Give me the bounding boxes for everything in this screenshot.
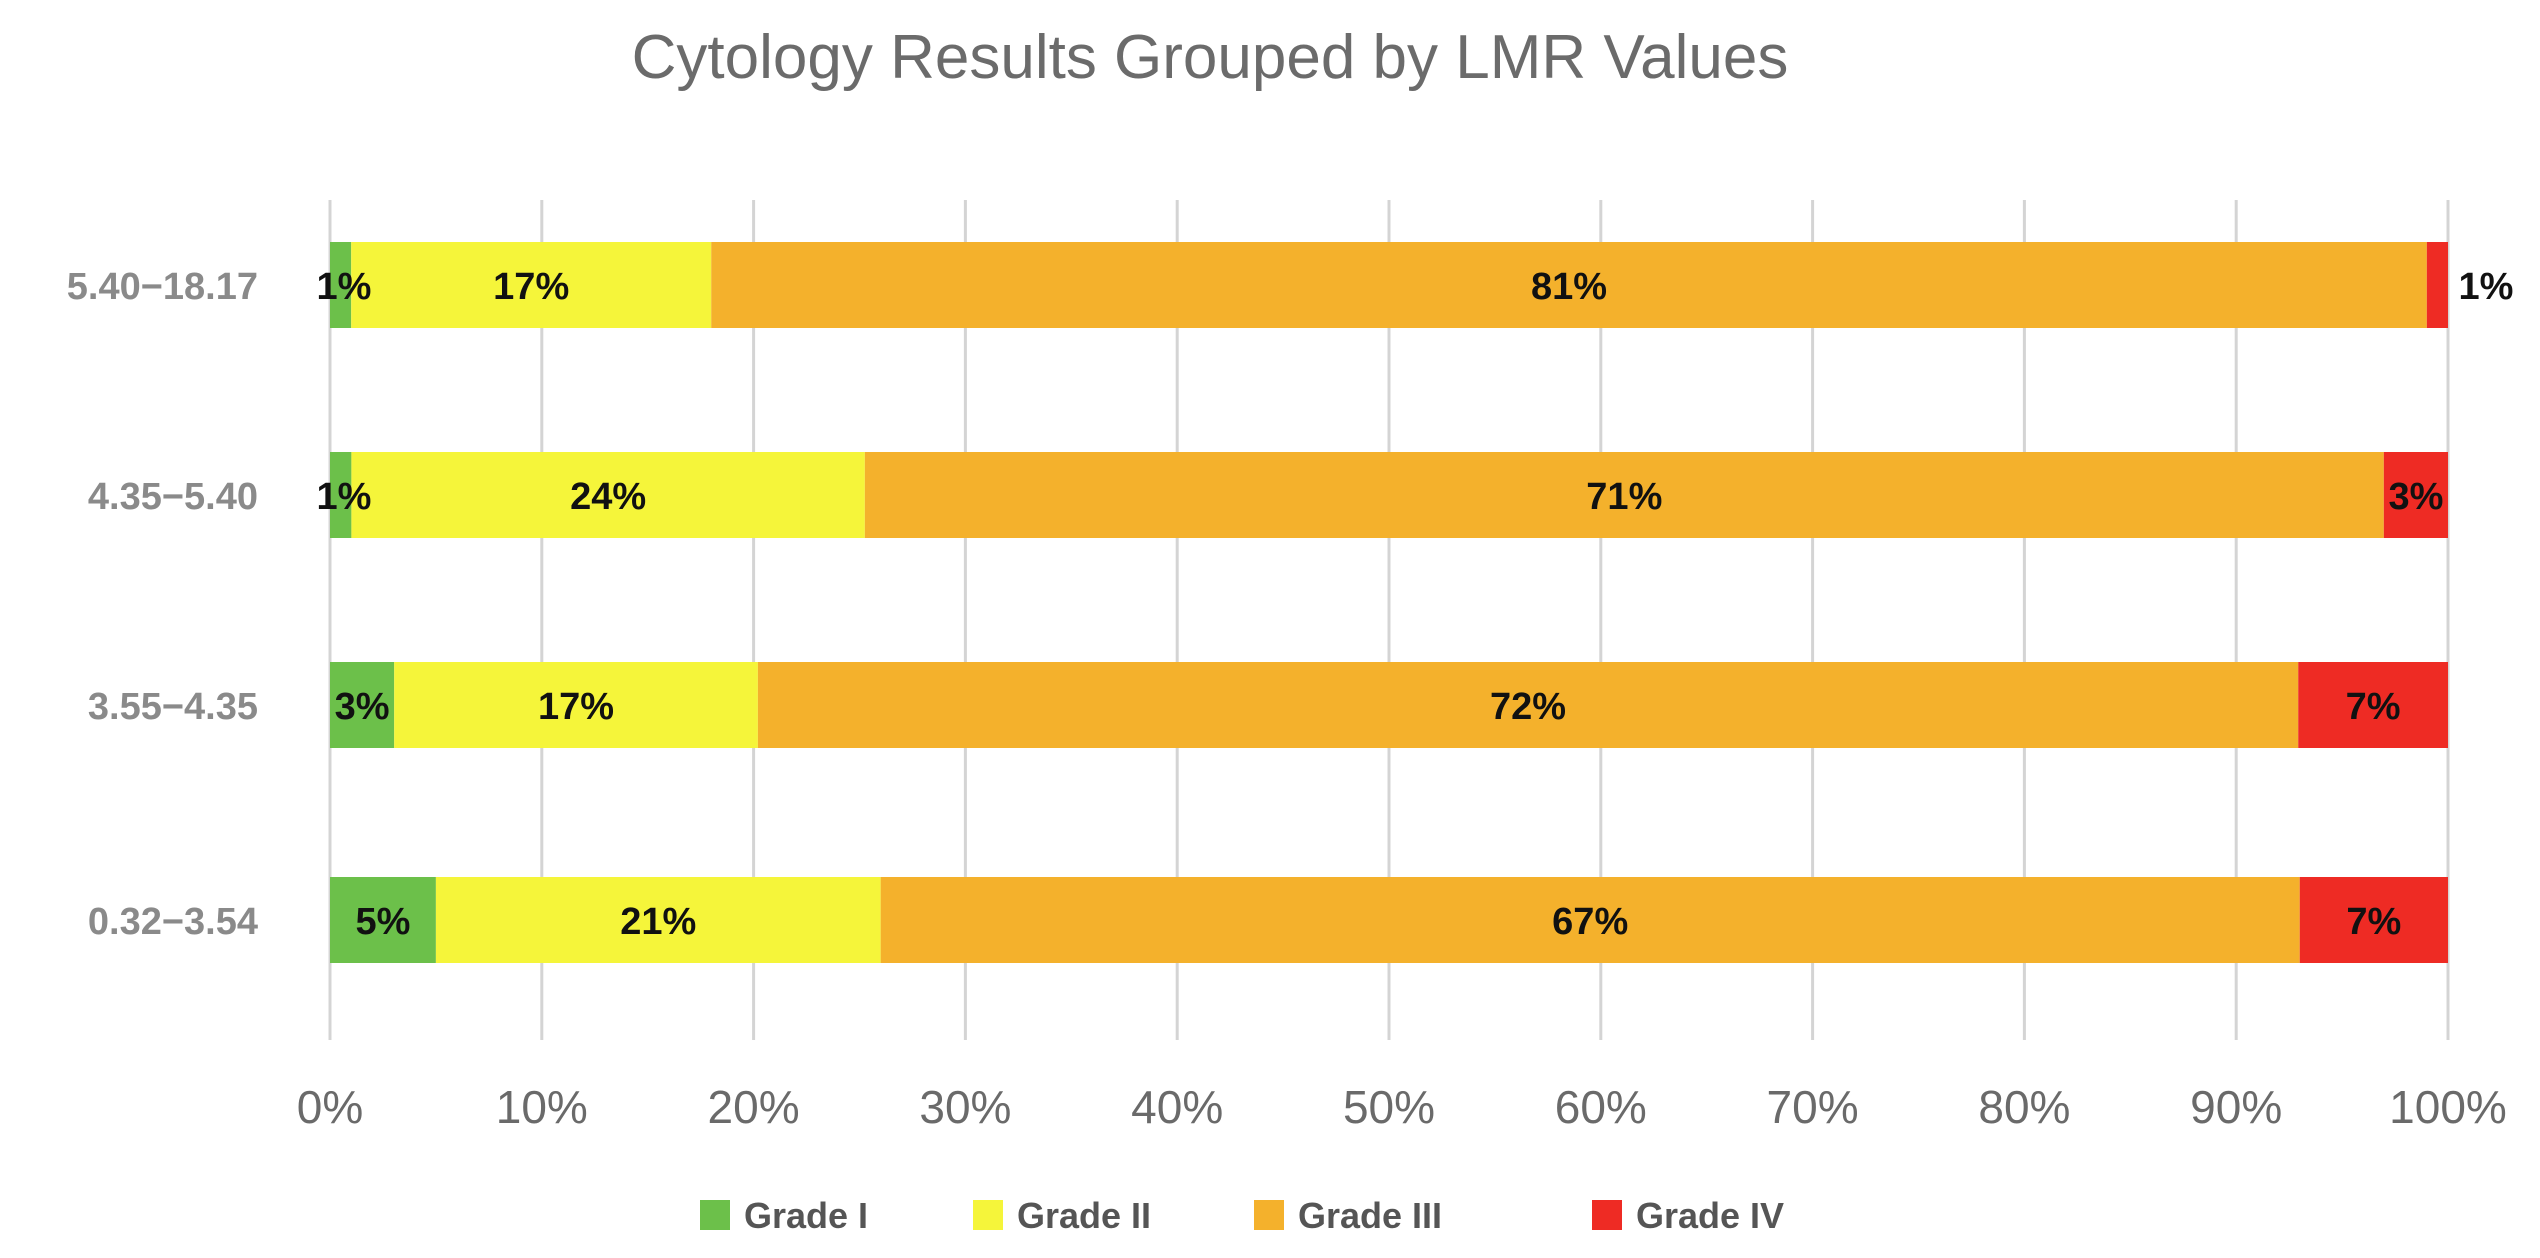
bar-segment [880,877,2300,963]
legend-swatch [973,1200,1003,1230]
x-tick-label: 60% [1555,1081,1647,1133]
legend-label: Grade III [1298,1195,1442,1236]
bar-segment [330,662,395,748]
legend-swatch [1254,1200,1284,1230]
x-tick-label: 40% [1131,1081,1223,1133]
bar-segment [351,242,712,328]
x-tick-label: 70% [1767,1081,1859,1133]
x-tick-label: 80% [1978,1081,2070,1133]
y-category-label: 4.35−5.40 [88,476,258,518]
category-axis: 5.40−18.17 4.35−5.40 3.55−4.35 0.32−3.54 [67,266,258,943]
x-tick-label: 50% [1343,1081,1435,1133]
data-label: 1% [317,476,372,518]
legend-swatch [1592,1200,1622,1230]
data-label: 3% [2388,476,2443,518]
data-label: 71% [1586,476,1662,518]
data-label: 3% [335,686,390,728]
bar-segment [330,877,436,963]
bar-segment [330,452,352,538]
data-label: 72% [1490,686,1566,728]
bar-segment [2426,242,2448,328]
bar-segment [757,662,2299,748]
y-category-label: 0.32−3.54 [88,901,258,943]
bar-segment [864,452,2384,538]
x-tick-label: 20% [708,1081,800,1133]
bar-segment [2298,662,2448,748]
data-label: 1% [2459,266,2514,308]
bar-segment [351,452,865,538]
data-label: 5% [355,901,410,943]
x-tick-label: 10% [496,1081,588,1133]
x-tick-label: 100% [2389,1081,2507,1133]
data-label: 21% [620,901,696,943]
chart-title: Cytology Results Grouped by LMR Values [632,23,1789,92]
data-label: 7% [2346,901,2401,943]
y-category-label: 3.55−4.35 [88,686,258,728]
x-tick-label: 0% [297,1081,363,1133]
bar-segment [711,242,2427,328]
data-label: 24% [570,476,646,518]
x-tick-label: 30% [919,1081,1011,1133]
legend-label: Grade I [744,1195,868,1236]
data-labels: 1% 17% 81% 1% 1% 24% 71% 3% 3% 17% 72% 7% 5% 21% 67% 7% [317,266,2514,943]
y-category-label: 5.40−18.17 [67,266,258,308]
data-label: 7% [2346,686,2401,728]
x-tick-label: 90% [2190,1081,2282,1133]
legend: Grade I Grade II Grade III Grade IV [700,1195,1784,1236]
bars [330,242,2448,963]
bar-segment [2383,452,2448,538]
bar-segment [435,877,881,963]
legend-swatch [700,1200,730,1230]
data-label: 67% [1552,901,1628,943]
data-label: 17% [493,266,569,308]
legend-label: Grade IV [1636,1195,1784,1236]
bar-segment [2299,877,2448,963]
data-label: 1% [317,266,372,308]
data-label: 17% [538,686,614,728]
bar-segment [330,242,352,328]
value-axis: 0% 10% 20% 30% 40% 50% 60% 70% 80% 90% 100% [297,1081,2507,1133]
bar-segment [394,662,758,748]
data-label: 81% [1531,266,1607,308]
legend-label: Grade II [1017,1195,1151,1236]
